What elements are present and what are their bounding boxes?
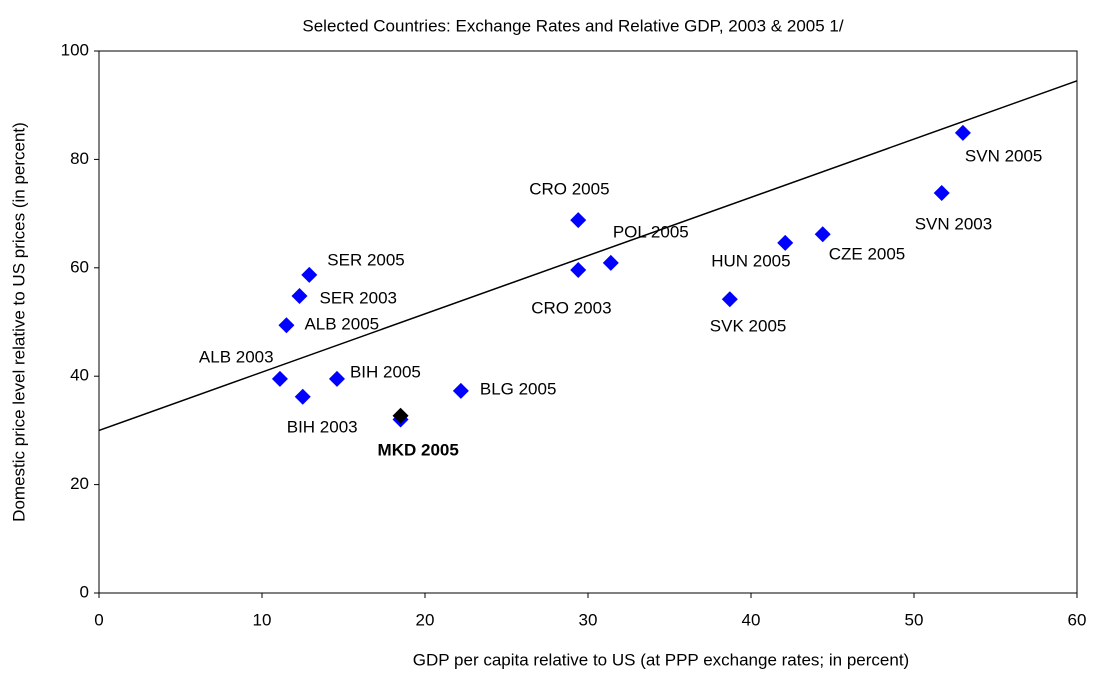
x-tick-label: 40	[742, 610, 761, 629]
y-tick-label: 80	[70, 149, 89, 168]
point-label: SVN 2005	[965, 146, 1043, 165]
trend-line	[98, 80, 1078, 432]
point-label: SVN 2003	[915, 214, 993, 233]
point-label: BIH 2005	[350, 362, 421, 381]
x-tick-label: 20	[416, 610, 435, 629]
data-point	[933, 185, 950, 202]
y-tick-label: 100	[61, 40, 89, 59]
point-label: CZE 2005	[829, 245, 906, 264]
x-tick-label: 60	[1068, 610, 1087, 629]
point-label: BLG 2005	[480, 379, 557, 398]
point-label: ALB 2005	[304, 315, 379, 334]
data-point	[602, 254, 619, 271]
y-tick-label: 20	[70, 474, 89, 493]
data-point	[777, 234, 794, 251]
data-point	[328, 370, 345, 387]
y-tick-label: 40	[70, 366, 89, 385]
point-label: HUN 2005	[711, 251, 790, 270]
chart-title: Selected Countries: Exchange Rates and R…	[302, 16, 843, 35]
data-point	[452, 382, 469, 399]
x-tick-label: 0	[94, 610, 103, 629]
point-label: BIH 2003	[287, 417, 358, 436]
point-label: POL 2005	[613, 222, 689, 241]
data-point	[301, 266, 318, 283]
data-point	[570, 212, 587, 229]
point-label: ALB 2003	[199, 347, 274, 366]
data-point	[954, 124, 971, 141]
x-tick-label: 10	[253, 610, 272, 629]
data-point	[278, 317, 295, 334]
data-point	[291, 287, 308, 304]
x-tick-label: 30	[579, 610, 598, 629]
data-point	[294, 388, 311, 405]
point-label: CRO 2005	[529, 180, 609, 199]
data-point	[271, 370, 288, 387]
y-tick-label: 0	[80, 582, 89, 601]
y-tick-label: 60	[70, 257, 89, 276]
data-point	[814, 226, 831, 243]
point-label: SER 2005	[327, 250, 405, 269]
highlight-label: MKD 2005	[378, 440, 459, 459]
highlight-point	[392, 407, 409, 424]
point-label: SVK 2005	[710, 317, 787, 336]
x-axis-label: GDP per capita relative to US (at PPP ex…	[413, 650, 909, 669]
data-point	[721, 291, 738, 308]
y-axis-label: Domestic price level relative to US pric…	[9, 122, 28, 522]
point-label: CRO 2003	[531, 298, 611, 317]
x-tick-label: 50	[905, 610, 924, 629]
point-label: SER 2003	[319, 288, 397, 307]
plot-frame	[98, 50, 1078, 594]
data-point	[570, 261, 587, 278]
